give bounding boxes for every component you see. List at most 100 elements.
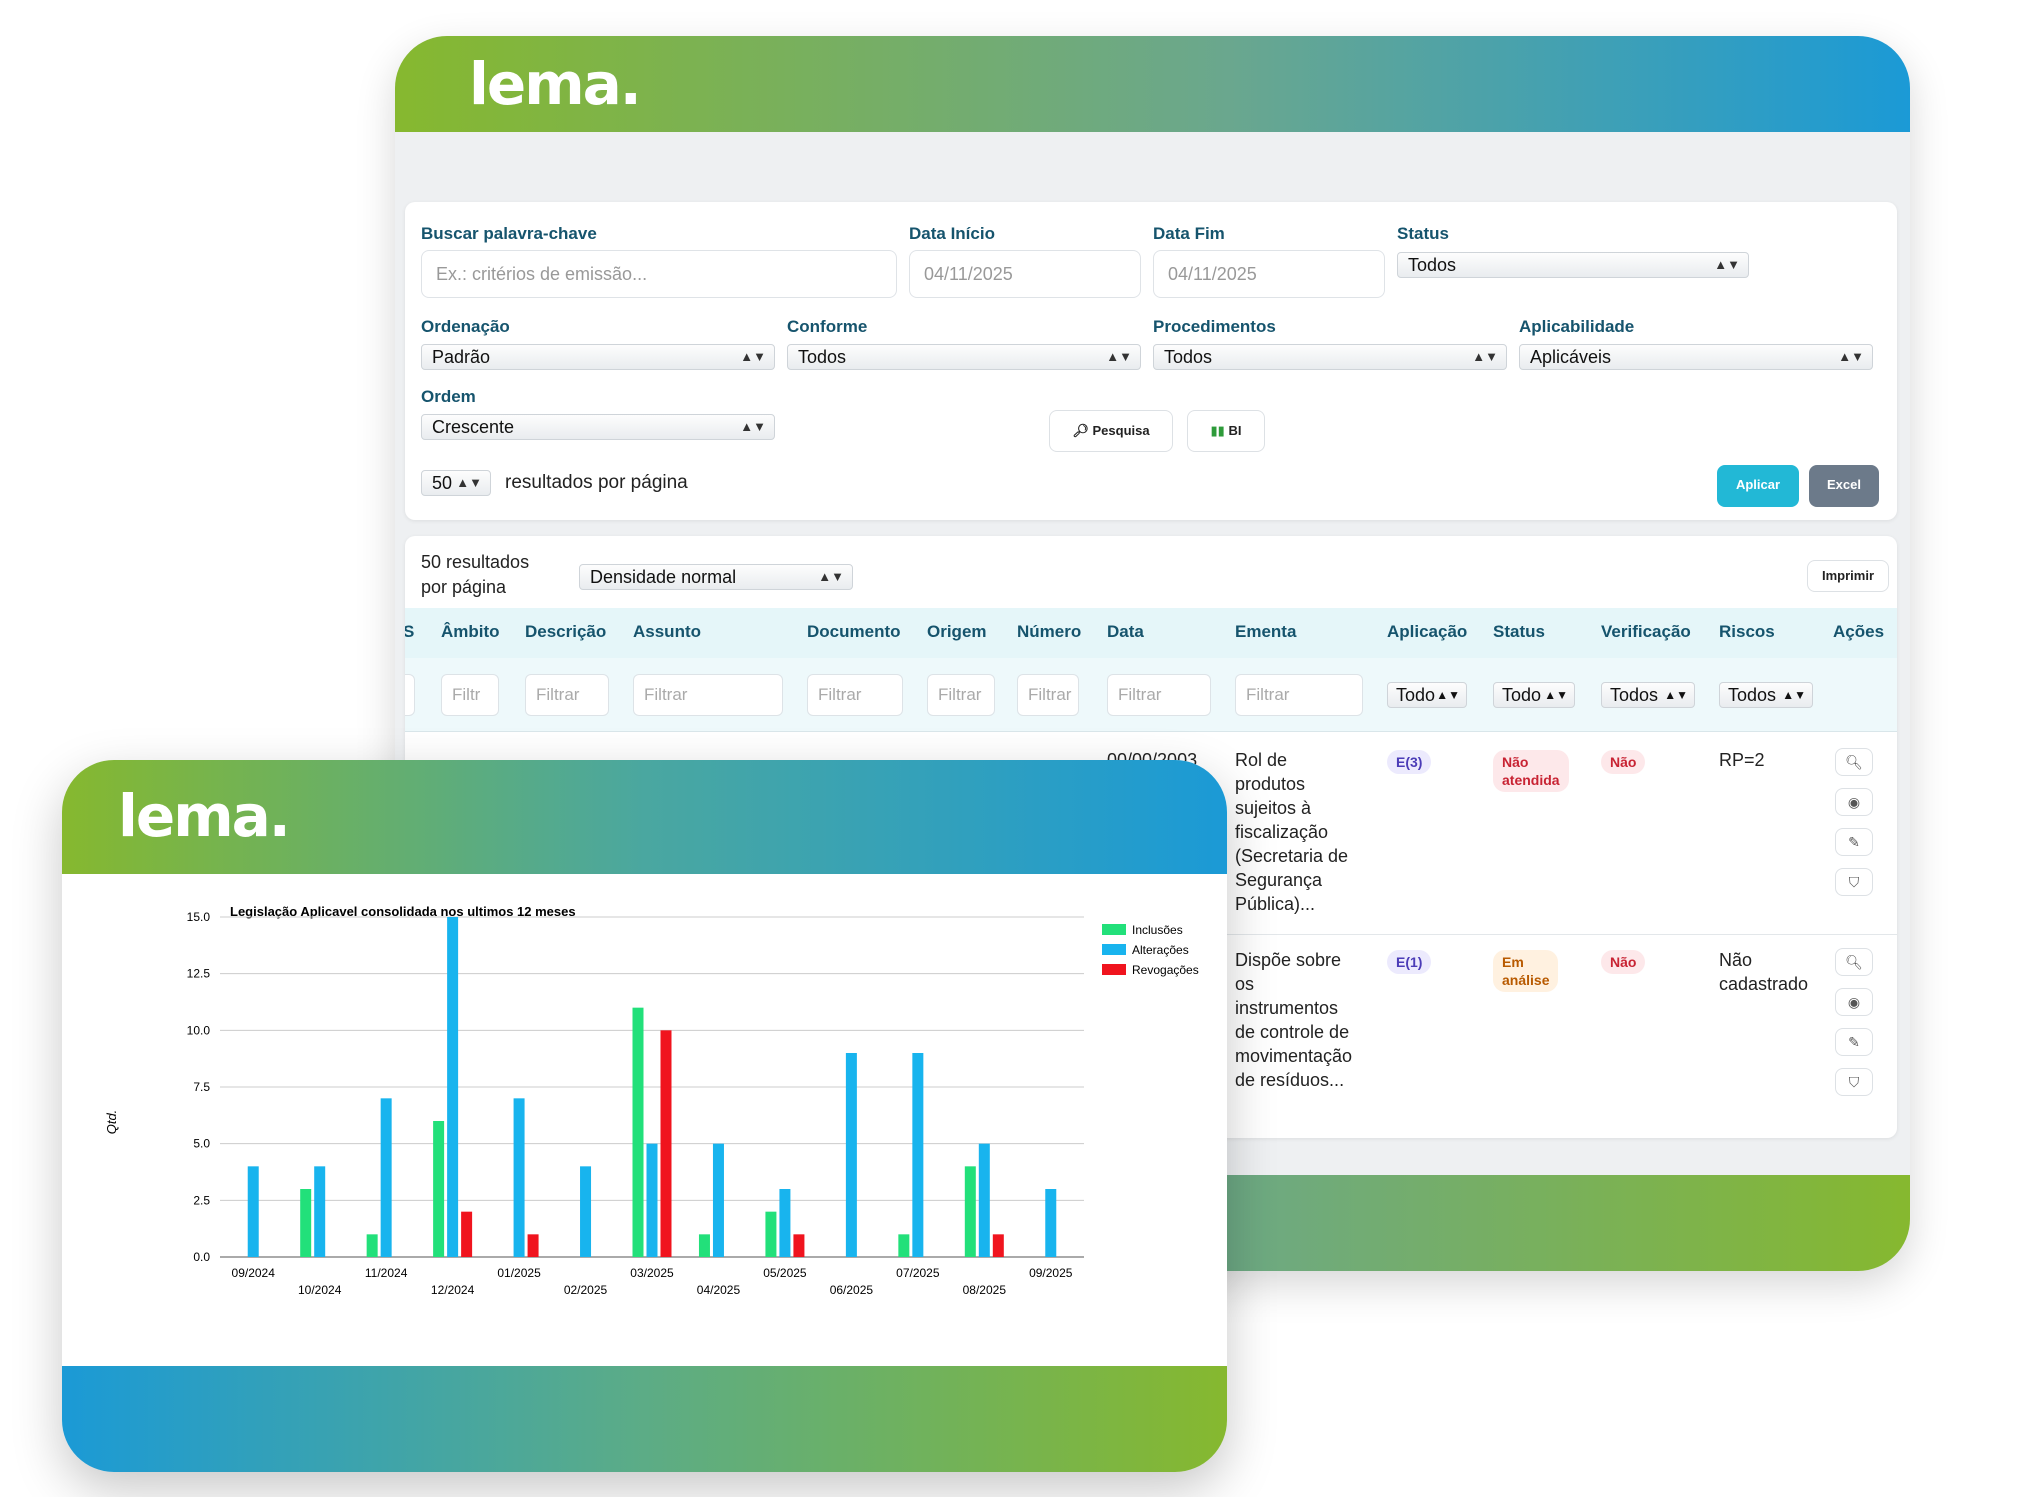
filter-origem[interactable]: Filtrar — [927, 674, 995, 716]
conforme-select[interactable]: Todos ▲▼ — [787, 344, 1141, 370]
col-aplicacao[interactable]: Aplicação — [1387, 622, 1468, 641]
select-arrows-icon: ▲▼ — [1782, 688, 1806, 702]
bar-inclusões — [898, 1234, 910, 1257]
bi-button[interactable]: ▮▮ BI — [1187, 410, 1265, 452]
lema-logo: lema. — [469, 50, 642, 118]
bar-alterações — [380, 1098, 392, 1257]
filter-ementa[interactable]: Filtrar — [1235, 674, 1363, 716]
print-button[interactable]: Imprimir — [1807, 560, 1889, 592]
col-data[interactable]: Data — [1107, 622, 1144, 641]
shield-icon[interactable]: ⛉ — [1835, 868, 1873, 896]
col-status[interactable]: Status — [1493, 622, 1545, 641]
shield-icon[interactable]: ⛉ — [1835, 1068, 1873, 1096]
aplicacao-badge[interactable]: E(1) — [1387, 950, 1432, 974]
filter-numero[interactable]: Filtrar — [1017, 674, 1079, 716]
row-ementa: Dispõe sobre os instrumentos de controle… — [1235, 950, 1353, 1090]
y-tick-label: 7.5 — [193, 1080, 210, 1094]
x-tick-label: 06/2025 — [830, 1283, 874, 1297]
ordering-select[interactable]: Padrão ▲▼ — [421, 344, 775, 370]
per-page-value: 50 — [432, 473, 453, 493]
col-ambito[interactable]: Âmbito — [441, 622, 500, 641]
order-label: Ordem — [421, 387, 476, 406]
legend-label: Inclusões — [1132, 923, 1183, 937]
bar-alterações — [314, 1166, 326, 1257]
row-riscos: Não cadastrado — [1719, 950, 1809, 994]
filter-data[interactable]: Filtrar — [1107, 674, 1211, 716]
aplicacao-badge[interactable]: E(3) — [1387, 750, 1432, 774]
x-tick-label: 07/2025 — [896, 1266, 940, 1280]
select-arrows-icon: ▲▼ — [740, 419, 766, 434]
date-start-input[interactable]: 04/11/2025 — [909, 250, 1141, 298]
filter-riscos-select[interactable]: Todos ▲▼ — [1719, 682, 1813, 708]
col-ementa[interactable]: Ementa — [1235, 622, 1297, 641]
aplicabilidade-label: Aplicabilidade — [1519, 317, 1635, 336]
filter-documento[interactable]: Filtrar — [807, 674, 903, 716]
order-select[interactable]: Crescente ▲▼ — [421, 414, 775, 440]
filter-aplicacao-select[interactable]: Todo ▲▼ — [1387, 682, 1467, 708]
per-page-select[interactable]: 50 ▲▼ — [421, 470, 491, 496]
filter-status-select[interactable]: Todo ▲▼ — [1493, 682, 1575, 708]
search-button[interactable]: 🔎︎ Pesquisa — [1049, 410, 1173, 452]
verificacao-badge: Não — [1601, 950, 1646, 974]
view-eye-icon[interactable]: ◉ — [1835, 988, 1873, 1016]
procedimentos-select[interactable]: Todos ▲▼ — [1153, 344, 1507, 370]
y-tick-label: 2.5 — [193, 1193, 210, 1207]
search-icon[interactable]: 🔍︎ — [1835, 748, 1873, 776]
bar-revogações — [461, 1211, 473, 1257]
per-page-text: resultados por página — [505, 472, 688, 493]
aplicabilidade-select-value: Aplicáveis — [1530, 347, 1612, 367]
date-end-input[interactable]: 04/11/2025 — [1153, 250, 1385, 298]
apply-button[interactable]: Aplicar — [1717, 465, 1799, 507]
select-arrows-icon: ▲▼ — [818, 569, 844, 584]
x-tick-label: 09/2024 — [232, 1266, 276, 1280]
density-select[interactable]: Densidade normal ▲▼ — [579, 564, 853, 590]
filter-ambito[interactable]: Filtr — [441, 674, 499, 716]
select-arrows-icon: ▲▼ — [1544, 688, 1568, 702]
conforme-select-value: Todos — [798, 347, 847, 367]
window-header: lema. — [62, 760, 1227, 874]
x-tick-label: 11/2024 — [365, 1266, 408, 1280]
date-start-label: Data Início — [909, 224, 995, 243]
col-s[interactable]: S — [405, 622, 415, 641]
col-assunto[interactable]: Assunto — [633, 622, 701, 641]
x-tick-label: 05/2025 — [763, 1266, 807, 1280]
col-numero[interactable]: Número — [1017, 622, 1082, 641]
x-tick-label: 02/2025 — [564, 1283, 608, 1297]
select-arrows-icon: ▲▼ — [1714, 257, 1740, 272]
x-tick-labels: 09/2024 10/2024 11/2024 12/2024 01/2025 02/20… — [232, 1266, 1073, 1297]
order-select-value: Crescente — [432, 417, 515, 437]
filter-verificacao-select[interactable]: Todos ▲▼ — [1601, 682, 1695, 708]
excel-button[interactable]: Excel — [1809, 465, 1879, 507]
filter-s[interactable] — [405, 674, 415, 716]
bar-revogações — [527, 1234, 539, 1257]
bar-alterações — [912, 1053, 924, 1257]
legend-label: Alterações — [1132, 943, 1189, 957]
status-select[interactable]: Todos ▲▼ — [1397, 252, 1749, 278]
aplicabilidade-select[interactable]: Aplicáveis ▲▼ — [1519, 344, 1873, 370]
bars — [247, 917, 1057, 1257]
bar-alterações — [646, 1143, 658, 1257]
col-riscos[interactable]: Riscos — [1719, 622, 1775, 641]
view-eye-icon[interactable]: ◉ — [1835, 788, 1873, 816]
ordering-label: Ordenação — [421, 317, 510, 336]
select-arrows-icon: ▲▼ — [1664, 688, 1688, 702]
select-arrows-icon: ▲▼ — [1106, 349, 1132, 364]
bar-alterações — [978, 1143, 990, 1257]
filter-assunto[interactable]: Filtrar — [633, 674, 783, 716]
density-select-value: Densidade normal — [590, 567, 737, 587]
edit-pencil-icon[interactable]: ✎ — [1835, 828, 1873, 856]
magnifier-icon: 🔎︎ — [1072, 423, 1089, 438]
bar-alterações — [1045, 1189, 1057, 1257]
filter-descricao[interactable]: Filtrar — [525, 674, 609, 716]
col-descricao[interactable]: Descrição — [525, 622, 607, 641]
col-origem[interactable]: Origem — [927, 622, 987, 641]
window-header: lema. — [395, 36, 1910, 132]
edit-pencil-icon[interactable]: ✎ — [1835, 1028, 1873, 1056]
col-verificacao[interactable]: Verificação — [1601, 622, 1691, 641]
date-end-label: Data Fim — [1153, 224, 1225, 243]
keyword-input[interactable]: Ex.: critérios de emissão... — [421, 250, 897, 298]
search-icon[interactable]: 🔍︎ — [1835, 948, 1873, 976]
col-documento[interactable]: Documento — [807, 622, 901, 641]
x-tick-label: 03/2025 — [630, 1266, 674, 1280]
